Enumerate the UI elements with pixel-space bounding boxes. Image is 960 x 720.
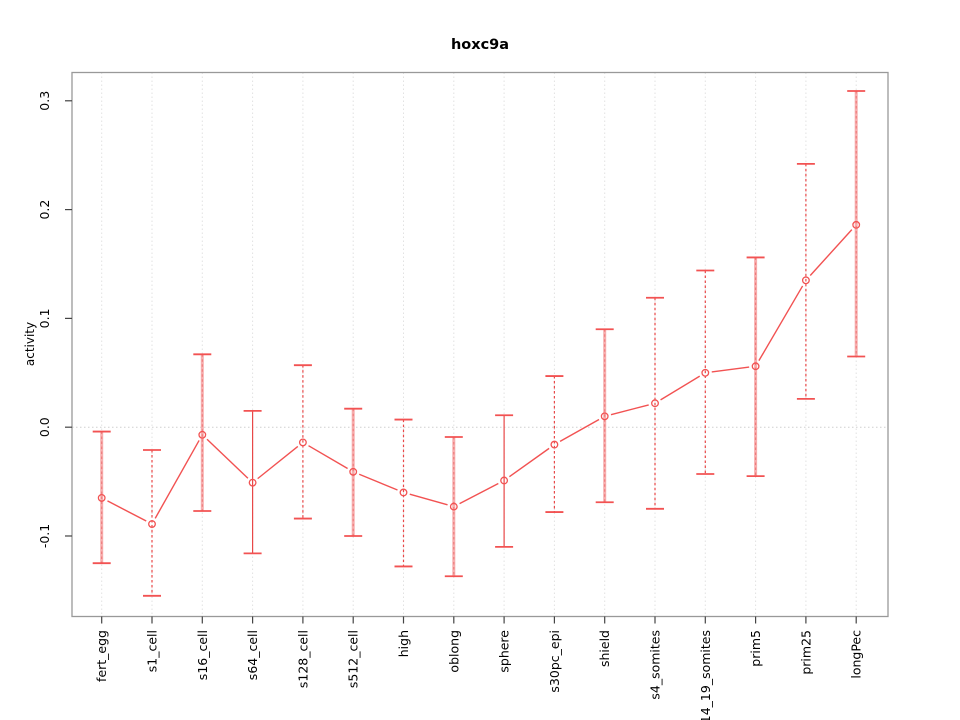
data-point [298,438,307,447]
series-line-segment [358,473,398,491]
x-tick-label: shield [597,630,612,667]
data-point [248,478,257,487]
chart-title: hoxc9a [450,37,510,53]
x-tick-label: prim5 [748,630,763,667]
y-tick-label: 0.1 [37,308,52,328]
data-point [701,368,710,377]
series-line-segment [206,438,249,479]
x-tick-label: prim25 [798,630,813,675]
data-point [399,488,408,497]
x-tick-label: high [396,630,411,657]
series-line-segment [711,366,750,373]
data-point [852,220,861,229]
x-tick-label: oblong [446,630,461,673]
data-point [550,440,559,449]
series-line-segment [660,375,701,401]
x-tick-label: sphere [497,630,512,673]
x-tick-label: s30pc_epi [547,630,562,693]
y-tick-label: -0.1 [37,524,52,548]
x-tick-label: s128_cell [295,630,310,688]
series-line-segment [508,447,550,478]
series-line-segment [809,229,853,276]
data-point [449,502,458,511]
x-tick-label: s512_cell [346,630,361,688]
y-tick-label: 0.2 [37,200,52,220]
x-tick-label: longPec [849,630,864,679]
series-line-segment [610,404,649,416]
data-point [349,467,358,476]
series-line-segment [257,445,299,480]
data-point [148,520,156,528]
series-line-segment [758,285,804,362]
plot-border [71,71,889,618]
series-line-segment [107,500,147,522]
x-tick-label: s14_19_somites [698,630,713,720]
data-point [198,430,207,439]
data-point [500,476,509,485]
x-tick-label: s64_cell [245,630,260,680]
x-tick-label: fert_egg [94,630,109,682]
y-axis-label: activity [23,321,37,367]
series-line-segment [459,482,499,505]
y-tick-label: 0.0 [37,417,52,437]
series-line-segment [308,445,348,470]
y-tick-label: 0.3 [37,91,52,111]
x-tick-label: s4_somites [648,630,663,700]
x-tick-label: s16_cell [195,630,210,680]
data-point [801,276,810,285]
x-tick-label: s1_cell [145,630,160,672]
series-line-segment [559,418,600,443]
data-point [751,362,760,371]
series-line-segment [409,493,448,506]
data-point [97,493,106,502]
data-point [600,412,609,421]
series-line-segment [154,440,200,519]
data-point [651,399,659,408]
